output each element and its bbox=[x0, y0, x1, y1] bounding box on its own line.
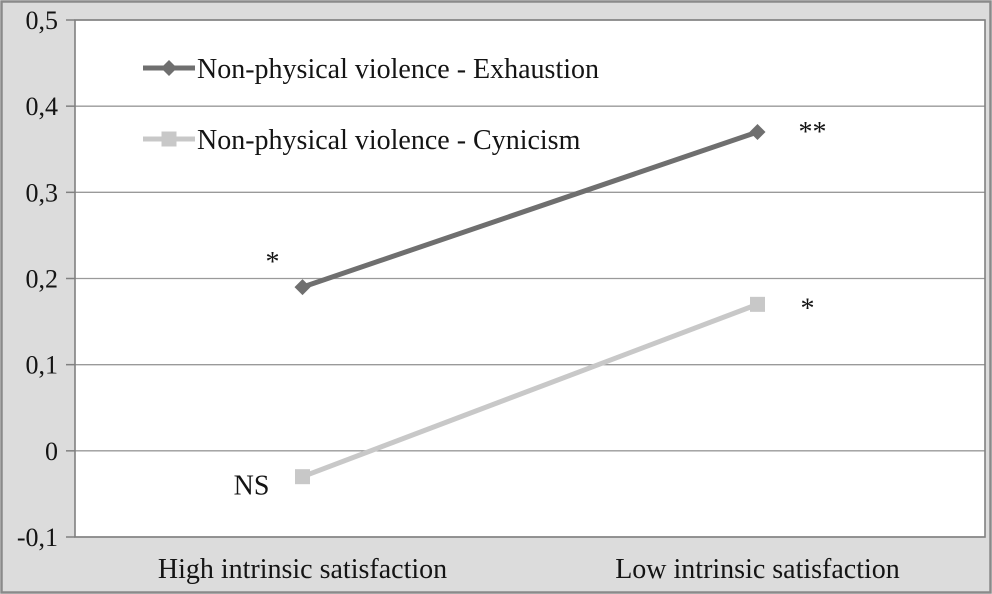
legend-item: Non-physical violence - Cynicism bbox=[143, 125, 581, 156]
significance-annotation: * bbox=[801, 293, 815, 324]
series-line bbox=[301, 302, 759, 480]
y-tick-label: 0,4 bbox=[26, 92, 59, 121]
plot-border bbox=[74, 19, 986, 538]
legend-label: Non-physical violence - Exhaustion bbox=[197, 54, 599, 85]
series-marker bbox=[295, 469, 310, 485]
series-marker bbox=[749, 124, 766, 141]
y-tick-label: -0,1 bbox=[17, 523, 58, 552]
y-tick-label: 0,5 bbox=[26, 6, 59, 35]
y-tick-label: 0,2 bbox=[26, 265, 59, 294]
legend-square-marker bbox=[161, 131, 177, 147]
x-category-label: High intrinsic satisfaction bbox=[158, 554, 447, 585]
x-category-label: Low intrinsic satisfaction bbox=[615, 554, 900, 585]
legend-label: Non-physical violence - Cynicism bbox=[197, 125, 581, 156]
y-tick-label: 0,3 bbox=[26, 178, 59, 207]
significance-annotation: NS bbox=[234, 471, 270, 502]
series-marker bbox=[294, 279, 311, 296]
y-tick-label: 0,1 bbox=[26, 351, 59, 380]
series-0 bbox=[294, 124, 766, 296]
series-1 bbox=[295, 296, 765, 485]
y-tick-label: 0 bbox=[45, 437, 58, 466]
legend-diamond-marker bbox=[161, 60, 177, 76]
series-line bbox=[301, 129, 759, 290]
legend-item: Non-physical violence - Exhaustion bbox=[143, 54, 599, 85]
significance-annotation: * bbox=[266, 247, 280, 278]
significance-annotation: ** bbox=[799, 117, 827, 148]
series-marker bbox=[750, 296, 765, 312]
